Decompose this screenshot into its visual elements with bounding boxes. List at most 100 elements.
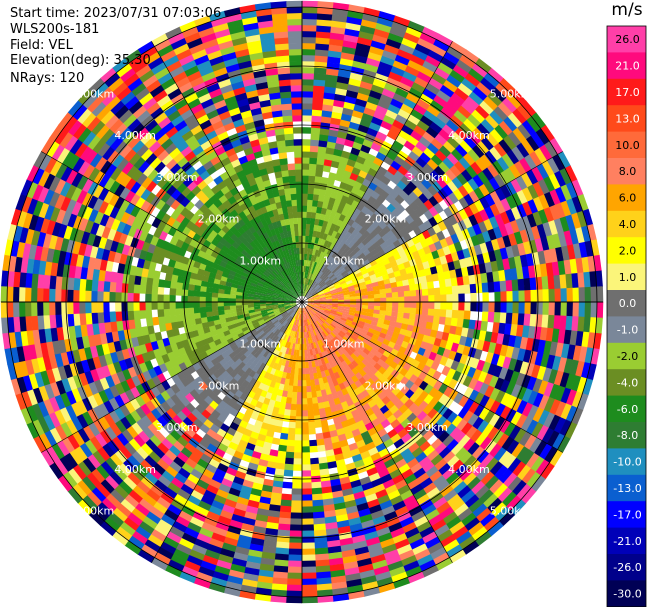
gate-cell (483, 72, 501, 88)
gate-cell (365, 153, 377, 163)
gate-cell (103, 291, 110, 302)
gate-cell (411, 145, 424, 158)
gate-cell (305, 379, 311, 387)
gate-cell (584, 302, 592, 318)
gate-cell (428, 302, 435, 310)
gate-cell (312, 499, 324, 507)
gate-cell (416, 98, 431, 111)
gate-cell (307, 272, 310, 279)
gate-cell (373, 28, 391, 39)
gate-cell (310, 280, 315, 287)
gate-cell (97, 312, 105, 324)
gate-cell (133, 310, 141, 320)
gate-cell (318, 264, 324, 271)
gate-cell (390, 175, 401, 186)
gate-cell (305, 271, 309, 279)
gate-cell (417, 37, 434, 51)
gate-cell (351, 253, 359, 261)
gate-cell (288, 542, 302, 550)
gate-cell (310, 127, 321, 135)
gate-cell (309, 260, 314, 268)
gate-cell (457, 82, 474, 97)
gate-cell (323, 260, 329, 267)
gate-cell (485, 114, 500, 130)
gate-cell (320, 282, 327, 288)
gate-cell (323, 159, 333, 167)
gate-cell (337, 226, 345, 235)
gate-cell (317, 270, 322, 277)
gate-cell (316, 13, 333, 21)
gate-cell (440, 56, 457, 71)
gate-cell (127, 310, 135, 321)
gate-cell (308, 279, 312, 286)
gate-cell (344, 238, 352, 246)
gate-cell (332, 259, 339, 267)
gate-cell (314, 284, 321, 290)
gate-cell (450, 92, 466, 106)
gate-cell (291, 391, 298, 399)
gate-cell (301, 500, 313, 507)
gate-cell (395, 134, 408, 146)
gate-cell (320, 122, 331, 130)
gate-cell (344, 231, 352, 239)
gate-cell (36, 287, 44, 302)
gate-cell (341, 228, 349, 237)
gate-cell (305, 265, 308, 273)
gate-cell (449, 69, 466, 84)
gate-cell (383, 82, 399, 94)
gate-cell (311, 115, 322, 123)
gate-cell (181, 301, 188, 309)
gate-cell (524, 290, 532, 303)
gate-cell (500, 291, 507, 303)
gate-cell (301, 560, 316, 568)
gate-cell (315, 285, 321, 291)
gate-cell (511, 279, 519, 292)
gate-cell (97, 301, 104, 313)
gate-cell (319, 272, 325, 279)
gate-cell (306, 205, 313, 213)
ppi-gates (0, 0, 604, 604)
gate-cell (301, 452, 311, 459)
gate-cell (431, 72, 447, 86)
gate-cell (295, 416, 302, 423)
gate-cell (507, 112, 523, 129)
gate-cell (394, 54, 411, 66)
gate-cell (193, 307, 201, 314)
gate-cell (235, 298, 242, 302)
gate-cell (311, 261, 316, 268)
gate-cell (316, 277, 322, 284)
gate-cell (309, 279, 314, 286)
gate-cell (332, 2, 350, 11)
gate-cell (313, 79, 326, 87)
gate-cell (293, 458, 302, 465)
gate-cell (306, 217, 312, 225)
gate-cell (344, 164, 355, 173)
gate-cell (391, 306, 399, 313)
gate-cell (380, 297, 387, 303)
gate-cell (334, 232, 342, 240)
gate-cell (332, 154, 342, 163)
gate-cell (329, 123, 340, 132)
gate-cell (416, 71, 433, 84)
gate-cell (285, 451, 295, 459)
gate-cell (425, 82, 441, 96)
gate-cell (429, 169, 442, 182)
gate-cell (324, 227, 331, 235)
gate-cell (332, 105, 344, 114)
gate-cell (301, 422, 309, 429)
gate-cell (391, 21, 409, 33)
gate-cell (359, 80, 374, 91)
gate-cell (347, 218, 355, 227)
gate-cell (340, 113, 353, 122)
gate-cell (427, 49, 445, 63)
gate-cell (505, 312, 513, 325)
gate-cell (350, 243, 358, 252)
gate-cell (410, 130, 423, 142)
gate-cell (205, 306, 213, 313)
gate-cell (472, 144, 485, 159)
gate-cell (311, 487, 323, 495)
gate-cell (169, 308, 177, 316)
gate-cell (310, 288, 316, 294)
gate-cell (440, 172, 453, 185)
gate-cell (330, 117, 342, 126)
